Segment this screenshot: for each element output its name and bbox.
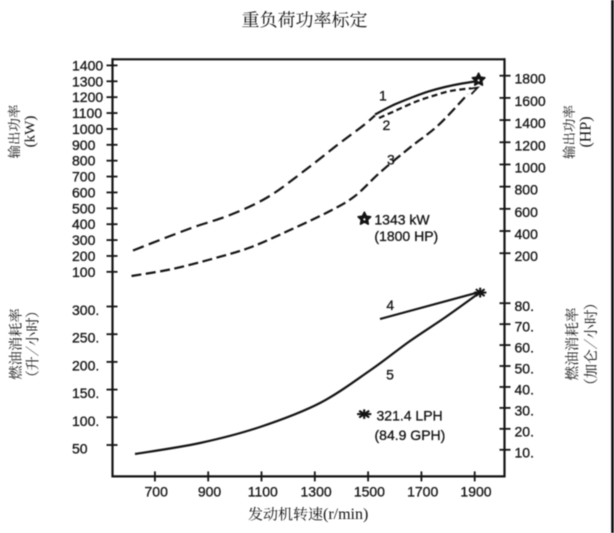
svg-text:1700: 1700 [407, 484, 438, 500]
svg-text:400: 400 [72, 216, 96, 232]
svg-text:80.: 80. [515, 298, 534, 314]
svg-text:700: 700 [72, 169, 96, 185]
svg-text:1: 1 [379, 87, 387, 103]
svg-text:300.: 300. [72, 302, 99, 318]
svg-text:200.: 200. [72, 357, 99, 373]
svg-text:1000: 1000 [72, 121, 103, 137]
svg-text:300: 300 [72, 232, 96, 248]
svg-text:30.: 30. [515, 403, 534, 419]
svg-text:1000: 1000 [515, 160, 546, 176]
svg-text:20.: 20. [515, 423, 534, 439]
svg-text:70.: 70. [515, 319, 534, 335]
svg-text:900: 900 [72, 137, 96, 153]
svg-text:40.: 40. [515, 382, 534, 398]
svg-text:100: 100 [72, 264, 96, 280]
svg-text:3: 3 [387, 152, 395, 168]
svg-text:800: 800 [72, 153, 96, 169]
svg-text:200: 200 [72, 248, 96, 264]
svg-text:600: 600 [72, 184, 96, 200]
svg-text:2: 2 [383, 117, 391, 133]
svg-text:(84.9 GPH): (84.9 GPH) [375, 427, 446, 443]
svg-text:1500: 1500 [354, 484, 385, 500]
svg-text:50: 50 [72, 441, 88, 457]
svg-text:(1800 HP): (1800 HP) [374, 228, 438, 244]
svg-text:1600: 1600 [515, 93, 546, 109]
svg-text:250.: 250. [72, 330, 99, 346]
svg-text:1400: 1400 [72, 57, 103, 73]
svg-text:1400: 1400 [515, 115, 546, 131]
svg-text:4: 4 [386, 297, 394, 313]
svg-text:1200: 1200 [72, 89, 103, 105]
svg-text:600: 600 [515, 204, 539, 220]
svg-text:1900: 1900 [460, 484, 491, 500]
svg-text:321.4 LPH: 321.4 LPH [377, 408, 443, 424]
svg-text:200: 200 [515, 248, 539, 264]
svg-text:700: 700 [145, 484, 169, 500]
svg-text:(kW): (kW) [23, 116, 39, 148]
svg-text:60.: 60. [515, 340, 534, 356]
svg-text:1343 kW: 1343 kW [374, 212, 430, 228]
svg-text:900: 900 [198, 484, 222, 500]
svg-text:1200: 1200 [515, 137, 546, 153]
svg-text:800: 800 [515, 182, 539, 198]
svg-text:1100: 1100 [248, 484, 278, 500]
svg-text:400: 400 [515, 226, 539, 242]
svg-text:(HP): (HP) [577, 116, 594, 147]
svg-text:1300: 1300 [301, 484, 332, 500]
svg-text:500: 500 [72, 200, 96, 216]
svg-text:(r/min): (r/min) [323, 506, 368, 523]
svg-text:1300: 1300 [72, 73, 103, 89]
svg-text:50.: 50. [515, 361, 534, 377]
svg-text:10.: 10. [515, 444, 534, 460]
svg-text:100.: 100. [72, 413, 99, 429]
svg-text:1100: 1100 [72, 105, 102, 121]
svg-text:5: 5 [386, 367, 394, 383]
svg-text:1800: 1800 [515, 71, 546, 87]
svg-text:150.: 150. [72, 385, 99, 401]
